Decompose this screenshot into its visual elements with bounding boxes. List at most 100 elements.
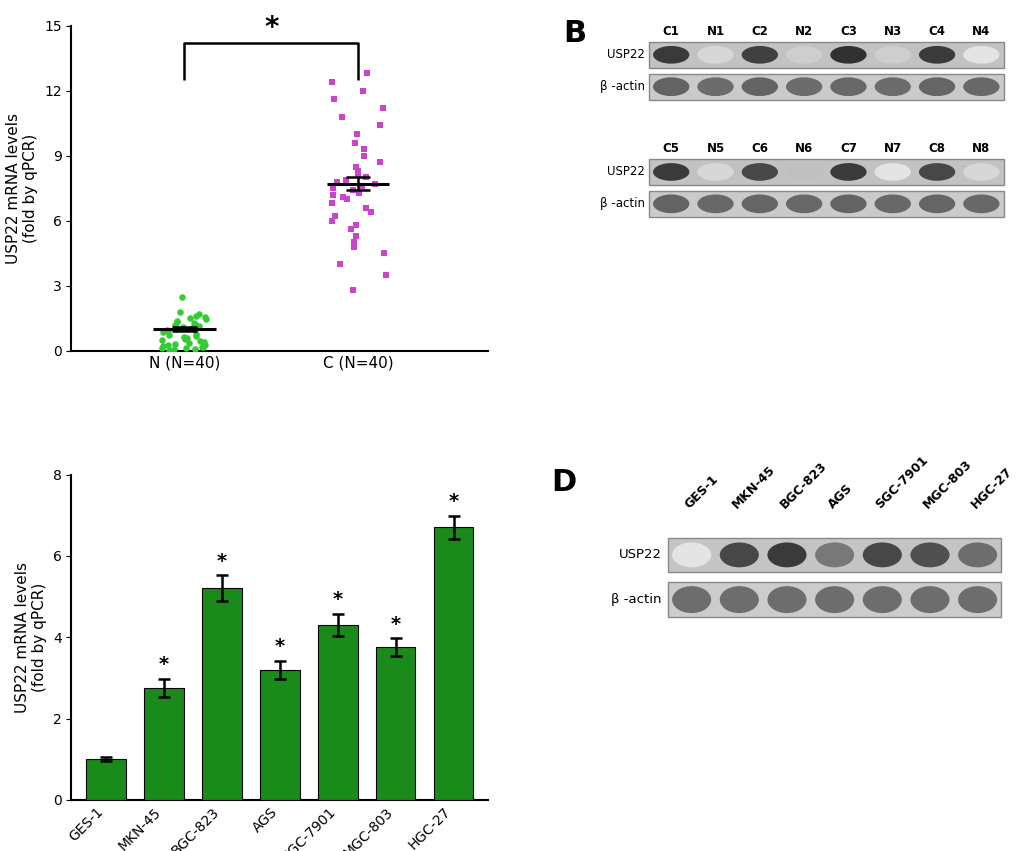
Ellipse shape	[672, 586, 710, 613]
Point	[197, 339, 213, 352]
Point	[367, 177, 383, 191]
Point	[338, 192, 355, 206]
Point	[333, 110, 350, 123]
Text: *: *	[217, 551, 227, 570]
Text: C5: C5	[662, 142, 679, 155]
Bar	[318, 625, 358, 800]
Point	[185, 316, 202, 329]
Text: C8: C8	[927, 142, 945, 155]
Point	[358, 201, 374, 214]
Point	[155, 326, 171, 340]
Ellipse shape	[829, 46, 866, 64]
FancyBboxPatch shape	[648, 159, 1003, 185]
Point	[356, 142, 372, 156]
Point	[166, 338, 182, 351]
Point	[175, 330, 192, 344]
Ellipse shape	[697, 163, 733, 180]
Point	[345, 184, 362, 197]
Ellipse shape	[814, 542, 853, 568]
Text: *: *	[390, 614, 400, 634]
Point	[186, 317, 203, 330]
Point	[326, 209, 342, 223]
Text: *: *	[159, 655, 169, 674]
Point	[160, 338, 176, 351]
Point	[177, 332, 194, 346]
Point	[363, 205, 379, 219]
Ellipse shape	[829, 163, 866, 180]
Ellipse shape	[786, 77, 821, 96]
Point	[177, 341, 194, 355]
Ellipse shape	[741, 163, 777, 180]
Text: B: B	[562, 19, 586, 48]
Ellipse shape	[918, 163, 955, 180]
Ellipse shape	[741, 195, 777, 214]
Bar	[260, 670, 300, 800]
Ellipse shape	[862, 542, 901, 568]
Point	[181, 311, 198, 325]
Text: C2: C2	[751, 25, 767, 38]
Point	[198, 312, 214, 326]
Point	[346, 136, 363, 150]
Point	[350, 168, 366, 182]
Text: AGS: AGS	[824, 482, 854, 511]
Point	[178, 331, 195, 345]
Bar	[202, 588, 242, 800]
Point	[187, 327, 204, 340]
Ellipse shape	[814, 586, 853, 613]
Ellipse shape	[873, 163, 910, 180]
Text: C7: C7	[840, 142, 856, 155]
Ellipse shape	[829, 195, 866, 214]
Point	[159, 323, 175, 337]
Point	[161, 328, 177, 341]
Y-axis label: USP22 mRNA levels
(fold by qPCR): USP22 mRNA levels (fold by qPCR)	[6, 112, 39, 264]
Ellipse shape	[719, 586, 758, 613]
Ellipse shape	[910, 586, 949, 613]
Point	[328, 175, 344, 189]
Text: N4: N4	[971, 25, 989, 38]
Ellipse shape	[786, 163, 821, 180]
Text: HGC-27: HGC-27	[967, 465, 1014, 511]
Point	[326, 93, 342, 106]
Point	[324, 181, 340, 195]
Point	[351, 186, 367, 199]
Point	[197, 311, 213, 324]
Point	[172, 305, 189, 318]
Point	[344, 283, 361, 297]
Point	[180, 336, 197, 350]
Ellipse shape	[862, 586, 901, 613]
Point	[174, 320, 191, 334]
Ellipse shape	[766, 586, 806, 613]
Ellipse shape	[829, 77, 866, 96]
Point	[186, 342, 203, 356]
Ellipse shape	[697, 46, 733, 64]
Point	[189, 329, 205, 343]
Text: N7: N7	[882, 142, 901, 155]
Ellipse shape	[910, 542, 949, 568]
Point	[195, 340, 211, 354]
Point	[189, 310, 205, 323]
Ellipse shape	[741, 77, 777, 96]
Text: USP22: USP22	[606, 49, 644, 61]
Text: USP22: USP22	[618, 548, 661, 562]
Text: MKN-45: MKN-45	[730, 463, 777, 511]
Text: *: *	[274, 637, 284, 656]
Point	[325, 188, 341, 202]
Text: β -actin: β -actin	[610, 593, 661, 606]
Point	[168, 314, 184, 328]
Text: *: *	[332, 590, 342, 608]
Ellipse shape	[873, 195, 910, 214]
Ellipse shape	[873, 77, 910, 96]
Point	[167, 323, 183, 336]
FancyBboxPatch shape	[648, 42, 1003, 68]
Point	[154, 334, 170, 347]
Text: N6: N6	[794, 142, 812, 155]
Point	[347, 229, 364, 243]
FancyBboxPatch shape	[667, 538, 1001, 572]
Bar	[87, 759, 125, 800]
Ellipse shape	[786, 46, 821, 64]
Text: N5: N5	[706, 142, 723, 155]
Ellipse shape	[873, 46, 910, 64]
Ellipse shape	[652, 77, 689, 96]
Point	[356, 149, 372, 163]
Ellipse shape	[962, 195, 999, 214]
